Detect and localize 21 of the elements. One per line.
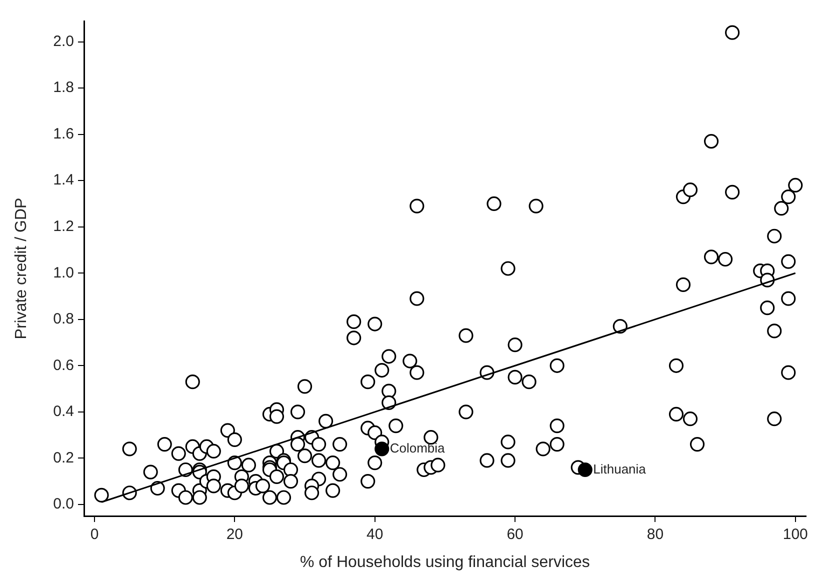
y-tick-label: 1.6 [53,125,74,142]
y-tick-label: 1.8 [53,79,74,96]
x-tick-label: 0 [90,526,99,544]
x-tick-label: 20 [226,526,244,544]
y-tick-label: 2.0 [53,32,74,50]
y-tick-label: 1.4 [53,172,74,189]
x-tick-label: 100 [782,526,808,544]
x-tick-label: 80 [646,526,664,544]
y-tick-label: 1.2 [53,218,74,236]
annotation: Colombia [390,440,446,456]
x-tick-label: 40 [366,526,384,544]
y-tick-label: 0.4 [53,403,74,420]
x-tick-label: 60 [506,526,524,544]
x-axis-title: % of Households using financial services [300,554,590,571]
y-tick-label: 0.6 [53,356,74,374]
annotation: Lithuania [593,461,647,476]
y-tick-label: 0.8 [53,310,74,328]
y-tick-label: 1.0 [53,264,74,282]
y-tick-label: 0.0 [53,496,74,513]
y-axis-title: Private credit / GDP [13,198,30,340]
y-tick-label: 0.2 [53,449,74,466]
